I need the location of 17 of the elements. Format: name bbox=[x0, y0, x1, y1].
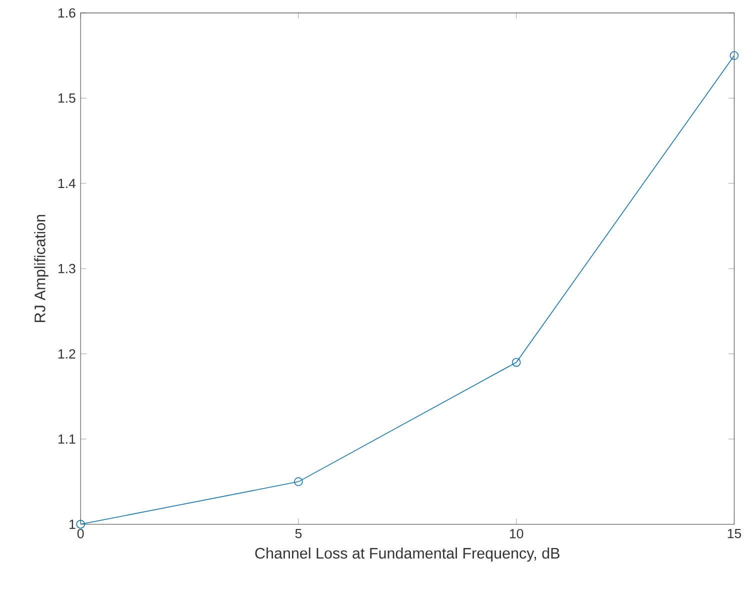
y-tick-label: 1 bbox=[70, 520, 76, 529]
y-tick-label: 1.5 bbox=[58, 94, 76, 103]
x-tick-label: 15 bbox=[728, 528, 742, 538]
point bbox=[730, 51, 739, 60]
point bbox=[294, 477, 303, 486]
point bbox=[512, 358, 521, 367]
point bbox=[76, 520, 85, 529]
x-tick-label: 5 bbox=[295, 528, 302, 538]
x-tick-label: 10 bbox=[510, 529, 524, 538]
y-tick-label: 1.2 bbox=[58, 349, 76, 358]
y-tick-label: 1.3 bbox=[58, 264, 76, 274]
x-axis-title: Channel Loss at Fundamental Frequency, dB bbox=[255, 548, 560, 562]
y-tick-label: 1.1 bbox=[58, 434, 76, 444]
x-tick-label: 0 bbox=[77, 529, 84, 538]
y-tick-label: 1.4 bbox=[58, 178, 76, 188]
y-tick-label: 1.6 bbox=[58, 8, 76, 18]
y-axis-title: RJ Amplification bbox=[34, 214, 48, 322]
